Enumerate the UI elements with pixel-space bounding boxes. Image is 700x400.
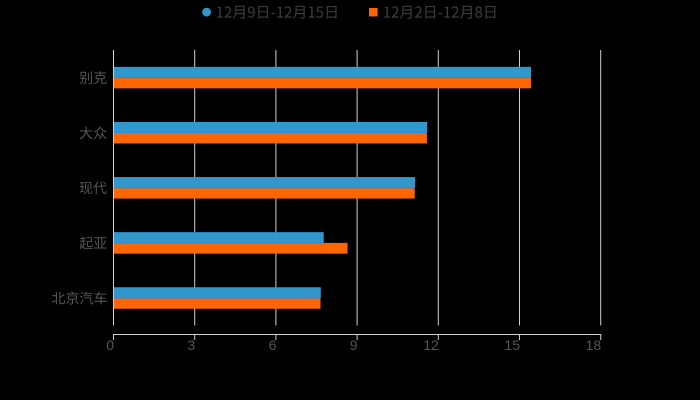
svg-text:6: 6 [269, 337, 277, 353]
svg-text:12: 12 [423, 337, 439, 353]
svg-text:3: 3 [187, 337, 195, 353]
svg-text:18: 18 [586, 337, 602, 353]
svg-text:15: 15 [504, 337, 520, 353]
svg-text:0: 0 [106, 337, 114, 353]
svg-text:9: 9 [350, 337, 358, 353]
